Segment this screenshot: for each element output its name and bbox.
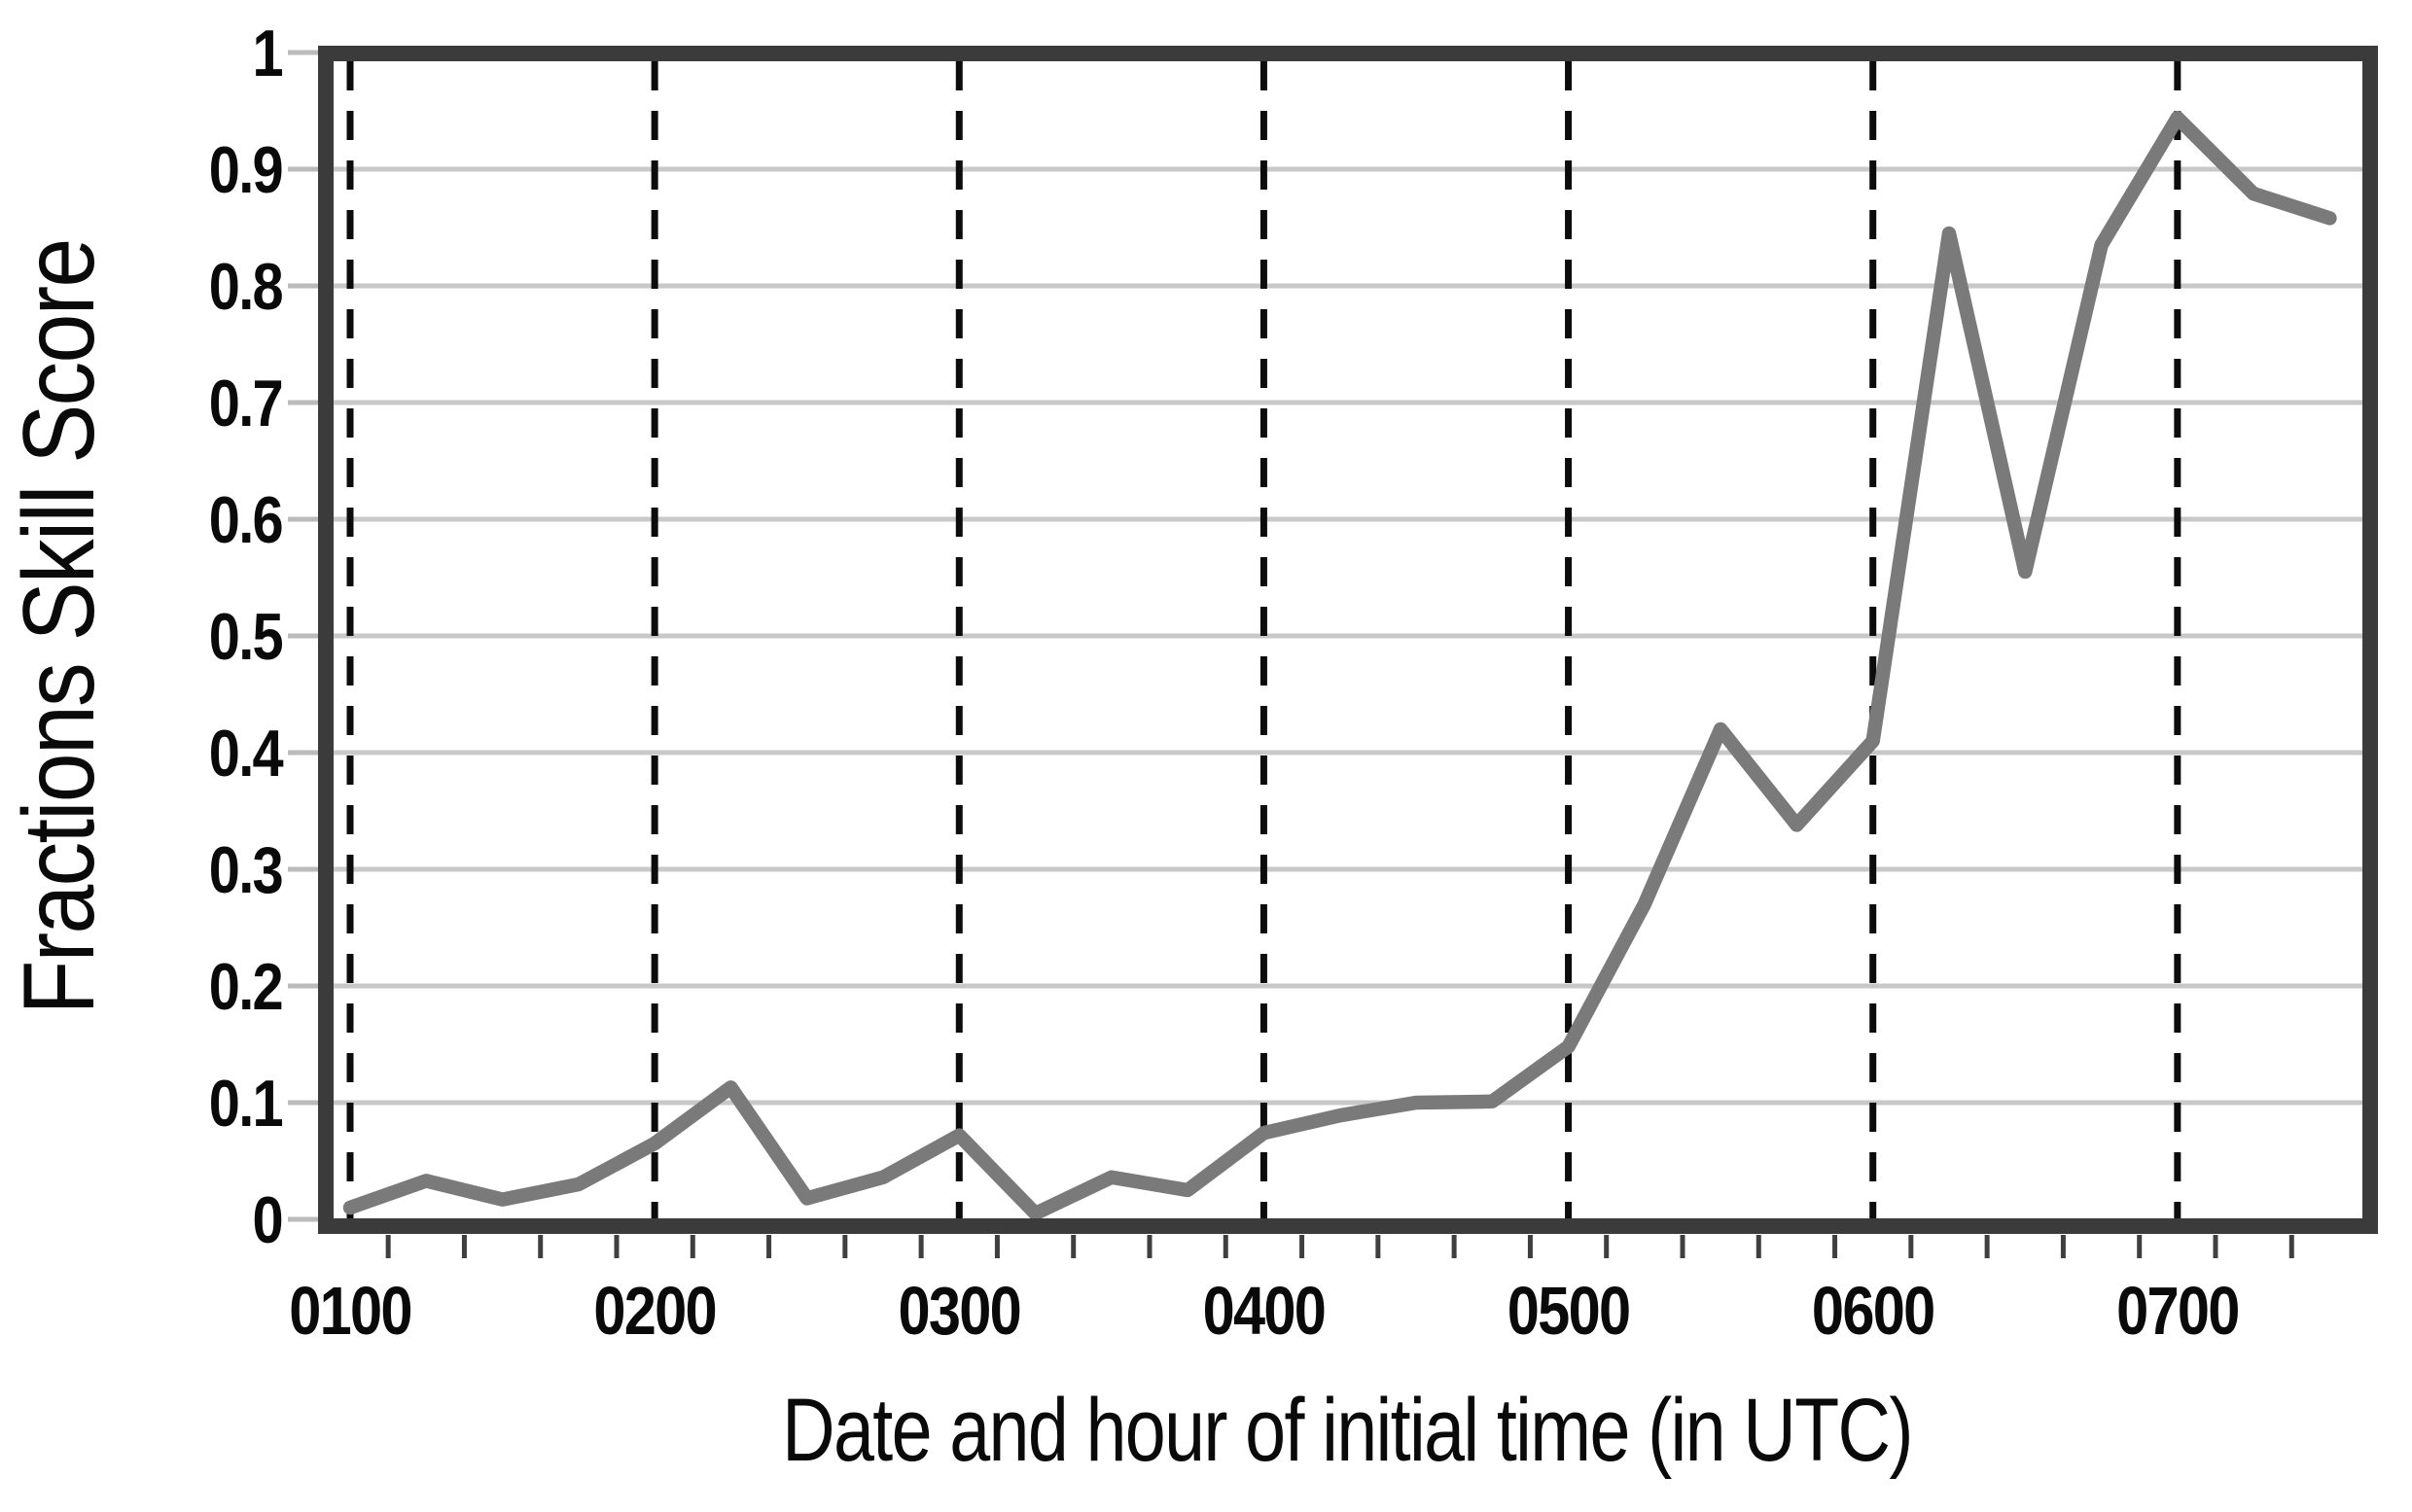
plot-frame	[318, 46, 2378, 1234]
y-tick-label: 0.5	[209, 601, 283, 674]
x-tick-label: 0400	[1203, 1272, 1326, 1349]
y-tick-label: 0.4	[209, 718, 284, 791]
y-tick-label: 0.3	[209, 834, 282, 907]
y-tick-label: 0.7	[209, 368, 282, 440]
fss-series-line	[342, 110, 2337, 1221]
hour-dashed-gridlines	[346, 61, 2181, 1218]
y-tick-label: 0.8	[209, 251, 283, 324]
y-tick-label: 0.2	[209, 951, 282, 1024]
x-axis-minor-ticks	[385, 1235, 2294, 1258]
y-tick-label: 1	[253, 18, 283, 90]
y-tick-label: 0.6	[209, 484, 282, 557]
y-axis-title: Fractions Skill Score	[2, 240, 116, 1015]
y-tick-label: 0	[253, 1184, 282, 1257]
x-tick-label: 0700	[2116, 1272, 2239, 1349]
x-tick-label: 0600	[1812, 1272, 1934, 1349]
x-tick-label: 0300	[899, 1272, 1021, 1349]
plot-frame-layer	[318, 46, 2378, 1234]
x-axis-tick-labels: 0100 0200 0300 0400 0500 0600 0700	[289, 1272, 2240, 1349]
y-tick-label: 0.1	[209, 1068, 283, 1141]
y-tick-label: 0.9	[209, 134, 282, 207]
x-tick-label: 0500	[1508, 1272, 1630, 1349]
x-axis-title: Date and hour of initial time (in UTC)	[782, 1380, 1912, 1480]
x-tick-label: 0100	[289, 1272, 411, 1349]
y-axis-tick-labels: 0 0.1 0.2 0.3 0.4 0.5 0.6 0.7 0.8 0.9 1	[209, 18, 286, 1257]
horizontal-gridlines	[334, 166, 2362, 1106]
x-tick-label: 0200	[593, 1272, 716, 1349]
series-layer	[342, 110, 2337, 1221]
